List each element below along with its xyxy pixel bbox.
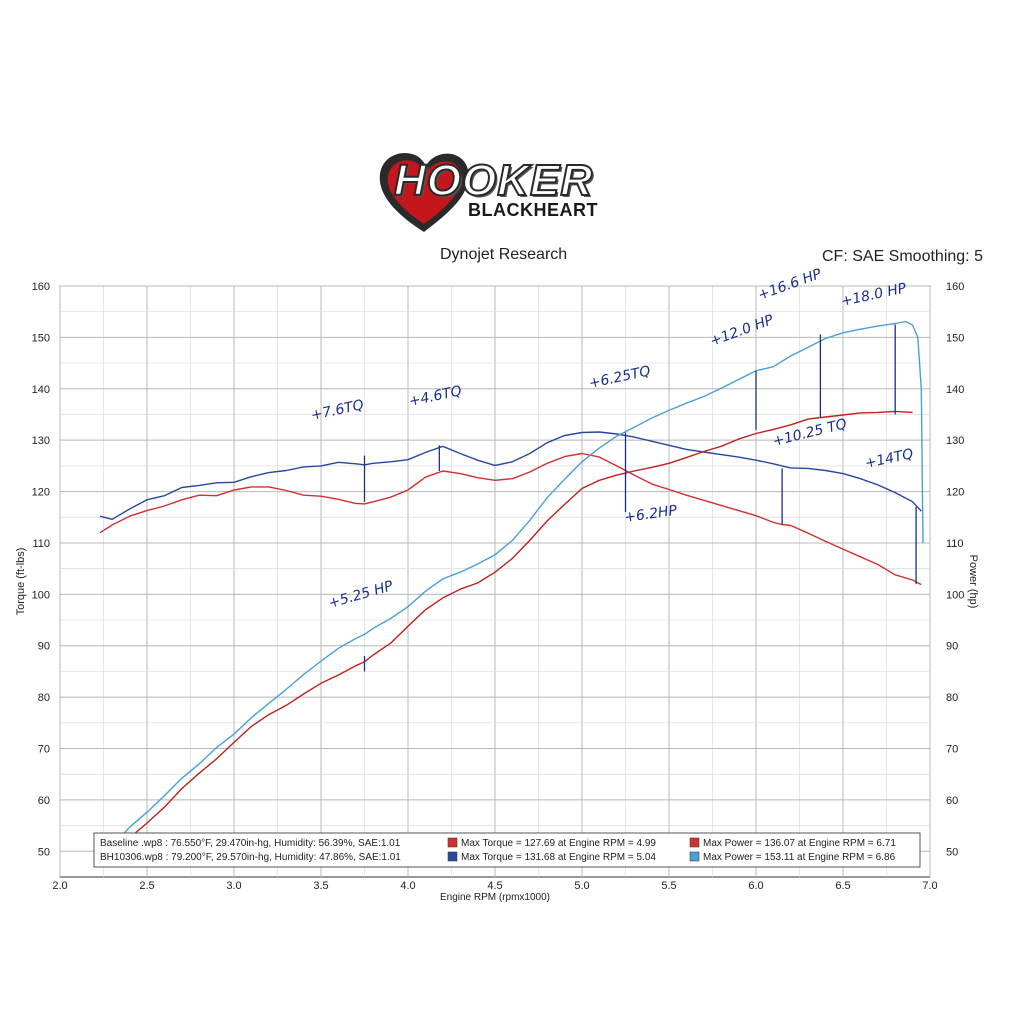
- y-tick-label: 100: [32, 589, 50, 601]
- y2-tick-label: 100: [946, 589, 964, 601]
- x-tick-label: 5.5: [661, 880, 676, 892]
- x-tick-label: 5.0: [574, 880, 589, 892]
- x-tick-label: 3.0: [226, 880, 241, 892]
- y-tick-label: 150: [32, 332, 50, 344]
- y-tick-label: 120: [32, 487, 50, 499]
- y2-tick-label: 60: [946, 795, 958, 807]
- y-tick-label: 70: [38, 744, 50, 756]
- y-tick-label: 140: [32, 384, 50, 396]
- y2-tick-label: 80: [946, 692, 958, 704]
- baseline-torque-line: [99, 452, 922, 586]
- legend-max-power: Max Power = 136.07 at Engine RPM = 6.71: [703, 838, 896, 849]
- y2-tick-label: 90: [946, 641, 958, 653]
- legend-max-torque: Max Torque = 127.69 at Engine RPM = 4.99: [461, 838, 656, 849]
- x-tick-label: 6.5: [835, 880, 850, 892]
- x-axis-label: Engine RPM (rpmx1000): [440, 892, 550, 903]
- baseline-power-line: [99, 410, 913, 868]
- logo-wordmark: HOOKER: [393, 155, 594, 206]
- legend-max-power: Max Power = 153.11 at Engine RPM = 6.86: [703, 852, 896, 863]
- legend-power-swatch: [689, 837, 700, 848]
- x-tick-label: 6.0: [748, 880, 763, 892]
- y-axis-label: Torque (ft-lbs): [15, 548, 27, 616]
- y2-tick-label: 150: [946, 332, 964, 344]
- y2-tick-label: 50: [946, 846, 958, 858]
- hooker-blackheart-logo: HOOKER BLACKHEART: [376, 148, 626, 234]
- y2-tick-label: 110: [946, 538, 964, 550]
- legend-torque-swatch: [447, 851, 458, 862]
- bh-power-line: [99, 320, 924, 859]
- y2-tick-label: 120: [946, 487, 964, 499]
- y-tick-label: 110: [32, 538, 50, 550]
- x-tick-label: 4.5: [487, 880, 502, 892]
- y-tick-label: 90: [38, 641, 50, 653]
- handwritten-annotation: +6.2HP: [623, 503, 678, 526]
- y2-tick-label: 70: [946, 744, 958, 756]
- legend-power-swatch: [689, 851, 700, 862]
- y-tick-label: 130: [32, 435, 50, 447]
- legend-file-info: BH10306.wp8 : 79.200°F, 29.570in-hg, Hum…: [100, 852, 401, 863]
- bh-torque-line: [99, 431, 922, 520]
- legend-max-torque: Max Torque = 131.68 at Engine RPM = 5.04: [461, 852, 656, 863]
- logo-subtitle: BLACKHEART: [468, 200, 598, 220]
- y-tick-label: 160: [32, 281, 50, 293]
- y2-tick-label: 140: [946, 384, 964, 396]
- heart-logo-icon: [379, 152, 469, 232]
- correction-factor-label: CF: SAE Smoothing: 5: [822, 248, 983, 265]
- x-tick-label: 2.5: [139, 880, 154, 892]
- x-tick-label: 7.0: [922, 880, 937, 892]
- legend-file-info: Baseline .wp8 : 76.550°F, 29.470in-hg, H…: [100, 838, 401, 849]
- x-tick-label: 4.0: [400, 880, 415, 892]
- x-tick-label: 2.0: [52, 880, 67, 892]
- legend-torque-swatch: [447, 837, 458, 848]
- legend-box: [93, 832, 921, 868]
- y2-tick-label: 130: [946, 435, 964, 447]
- y2-tick-label: 160: [946, 281, 964, 293]
- y-tick-label: 50: [38, 846, 50, 858]
- x-tick-label: 3.5: [313, 880, 328, 892]
- y2-axis-label: Power (hp): [967, 555, 979, 609]
- y-tick-label: 60: [38, 795, 50, 807]
- chart-title: Dynojet Research: [440, 246, 568, 263]
- y-tick-label: 80: [38, 692, 50, 704]
